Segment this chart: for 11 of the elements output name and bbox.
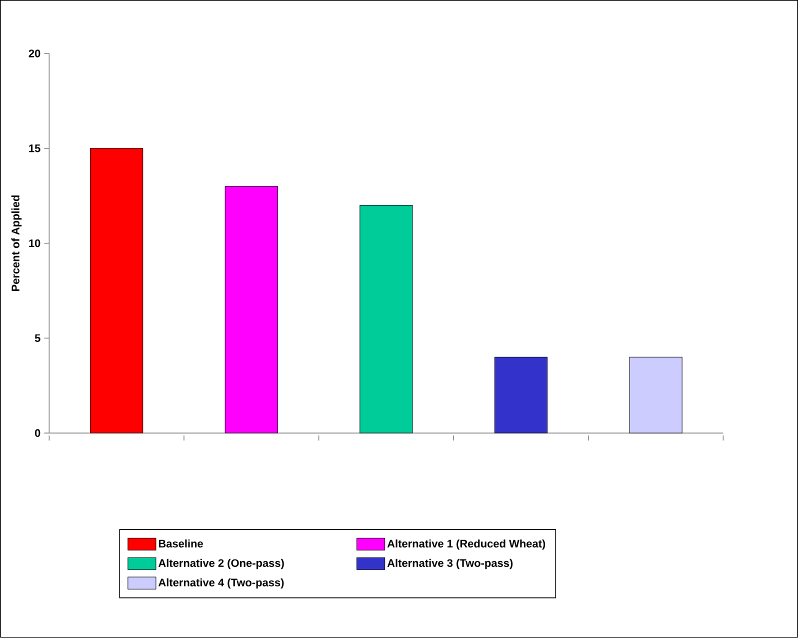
y-tick-label: 15 — [29, 144, 40, 152]
legend-label: Alternative 2 (One-pass) — [158, 559, 284, 570]
legend-label: Alternative 1 (Reduced Wheat) — [387, 540, 546, 550]
legend-label: Alternative 3 (Two-pass) — [387, 559, 513, 570]
y-tick-label: 0 — [34, 429, 40, 438]
y-tick-label: 5 — [34, 334, 40, 342]
y-tick-label: 20 — [28, 50, 40, 58]
y-tick-label: 10 — [29, 240, 40, 248]
y-axis-title: Percent of Applied — [11, 196, 22, 292]
legend-label: Baseline — [158, 540, 203, 548]
legend-label: Alternative 4 (Two-pass) — [158, 578, 284, 589]
